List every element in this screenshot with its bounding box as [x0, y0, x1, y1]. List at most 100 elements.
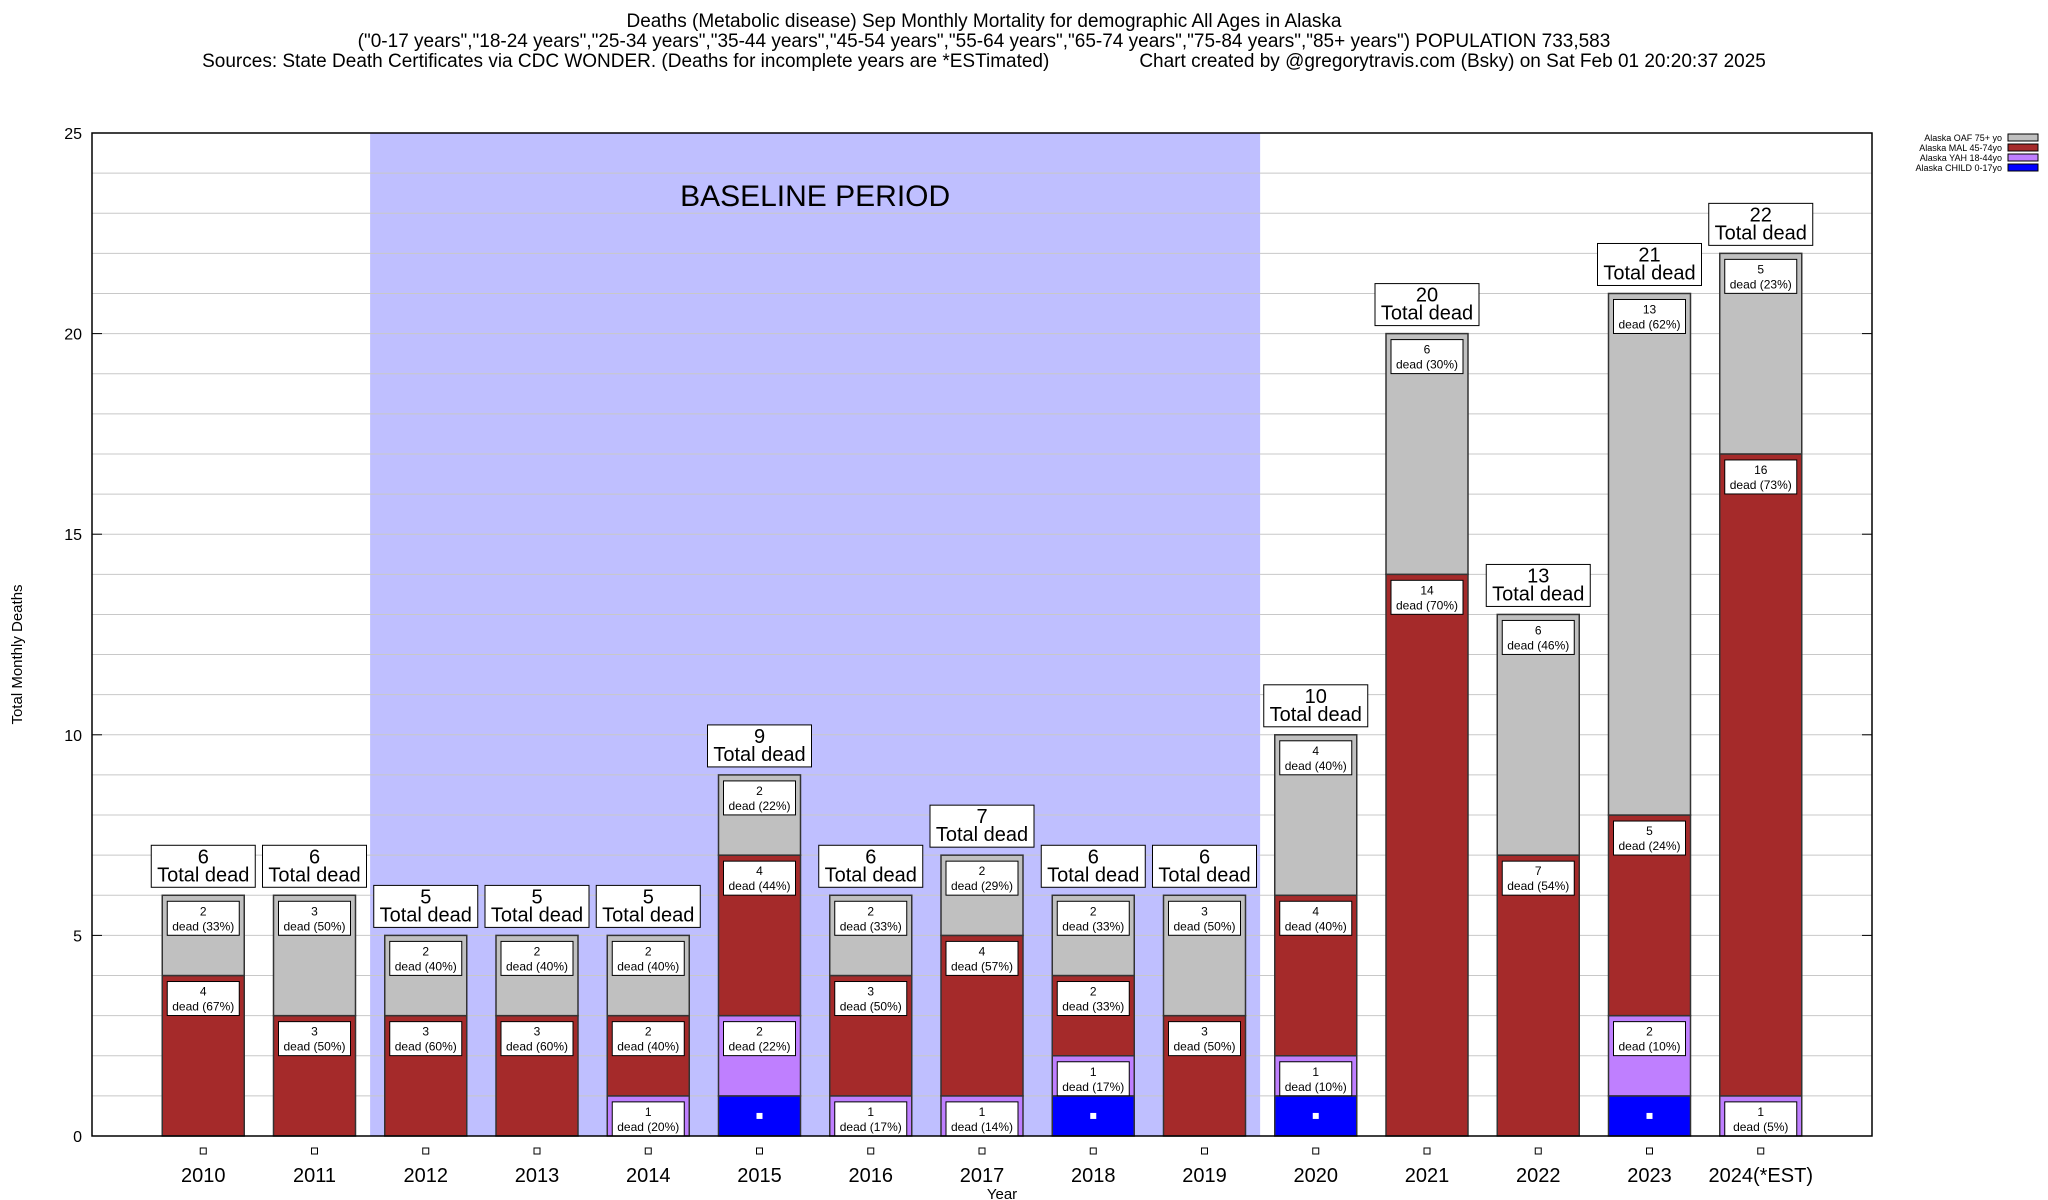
segment-label-box [1168, 1021, 1241, 1057]
legend-swatch [2007, 133, 2039, 142]
bar-segment [1719, 453, 1803, 1097]
x-tick-label: 2015 [737, 1165, 782, 1187]
segment-label-pct: dead (50%) [1173, 1040, 1235, 1054]
segment-label-count: 1 [1090, 1065, 1097, 1079]
total-label-count: 20 [1416, 285, 1438, 307]
child-marker [1090, 1112, 1097, 1119]
y-tick-label: 10 [64, 728, 82, 745]
x-tick-label: 2019 [1182, 1165, 1227, 1187]
x-tick-marker [1534, 1147, 1542, 1155]
segment-label-count: 2 [645, 944, 652, 958]
segment-label-box [1390, 339, 1464, 375]
segment-label-box [834, 900, 908, 936]
segment-label-count: 3 [422, 1025, 429, 1039]
segment-label-box [611, 1021, 685, 1057]
segment-label-count: 1 [645, 1105, 652, 1119]
total-label-text: Total dead [936, 824, 1028, 846]
total-label-box [1263, 684, 1369, 728]
segment-label-count: 14 [1420, 583, 1434, 597]
segment-label-count: 3 [1201, 904, 1208, 918]
y-tick-label: 0 [73, 1129, 82, 1146]
x-axis-label: Year [987, 1186, 1017, 1200]
child-marker [1312, 1112, 1319, 1119]
total-label-box [373, 884, 479, 928]
segment-label-count: 2 [422, 944, 429, 958]
segment-label-count: 3 [534, 1025, 541, 1039]
x-tick-marker [867, 1147, 875, 1155]
chart-credit: Chart created by @gregorytravis.com (Bsk… [1139, 51, 1766, 72]
segment-label-count: 1 [867, 1105, 874, 1119]
x-tick-marker [1646, 1147, 1653, 1155]
segment-label-box [1168, 900, 1241, 936]
segment-label-count: 5 [1646, 824, 1653, 838]
bar-segment [1607, 292, 1692, 816]
segment-label-pct: dead (40%) [617, 1040, 679, 1054]
segment-label-box [1501, 619, 1575, 655]
total-label-count: 6 [198, 846, 209, 868]
chart-sources: Sources: State Death Certificates via CD… [202, 51, 1050, 72]
total-label-box [1040, 844, 1146, 888]
x-tick-marker [422, 1147, 430, 1155]
segment-label-count: 6 [1535, 623, 1542, 637]
segment-label-count: 4 [1312, 744, 1319, 758]
total-label-count: 5 [531, 886, 542, 908]
segment-label-count: 2 [756, 1025, 763, 1039]
segment-label-pct: dead (46%) [1507, 638, 1569, 652]
segment-label-box [1279, 1061, 1353, 1097]
segment-label-box [1056, 981, 1130, 1017]
total-label-text: Total dead [268, 864, 360, 886]
x-tick-label: 2020 [1294, 1165, 1339, 1187]
total-label-box [1485, 563, 1591, 607]
x-tick-marker [1089, 1147, 1097, 1155]
segment-label-pct: dead (33%) [172, 919, 234, 933]
segment-label-box [1724, 459, 1798, 495]
y-axis-label: Total Monthly Deaths [9, 584, 26, 724]
segment-label-box [723, 1021, 796, 1057]
segment-label-count: 1 [1312, 1065, 1319, 1079]
legend-label: Alaska YAH 18-44yo [1920, 153, 2002, 163]
segment-label-box [278, 900, 351, 936]
segment-label-box [1056, 900, 1130, 936]
segment-label-count: 4 [756, 864, 763, 878]
segment-label-pct: dead (50%) [840, 1000, 902, 1014]
segment-label-box [611, 940, 685, 976]
segment-label-count: 7 [1535, 864, 1542, 878]
x-tick-marker [978, 1147, 986, 1155]
segment-label-pct: dead (73%) [1730, 478, 1792, 492]
segment-label-count: 16 [1754, 463, 1768, 477]
segment-label-count: 6 [1424, 343, 1431, 357]
segment-label-count: 2 [756, 784, 763, 798]
segment-label-box [1279, 900, 1353, 936]
segment-label-box [1613, 820, 1686, 856]
segment-label-pct: dead (20%) [617, 1120, 679, 1134]
total-label-text: Total dead [1492, 583, 1584, 605]
chart-subtitle: ("0-17 years","18-24 years","25-34 years… [357, 31, 1611, 52]
segment-label-pct: dead (50%) [283, 1040, 345, 1054]
segment-label-pct: dead (60%) [395, 1040, 457, 1054]
x-tick-label: 2023 [1627, 1165, 1672, 1187]
x-tick-label: 2021 [1405, 1165, 1450, 1187]
segment-label-pct: dead (57%) [951, 959, 1013, 973]
total-label-count: 6 [1088, 846, 1099, 868]
segment-label-count: 3 [867, 985, 874, 999]
chart-source-row: Sources: State Death Certificates via CD… [0, 52, 1968, 72]
segment-label-box [389, 940, 463, 976]
segment-label-pct: dead (50%) [1173, 919, 1235, 933]
x-tick-label: 2022 [1516, 1165, 1561, 1187]
total-label-box [1152, 844, 1257, 888]
segment-label-pct: dead (17%) [840, 1120, 902, 1134]
segment-label-count: 3 [311, 904, 318, 918]
segment-label-count: 2 [645, 1025, 652, 1039]
total-label-count: 10 [1305, 686, 1327, 708]
segment-label-pct: dead (62%) [1618, 317, 1680, 331]
x-tick-label: 2024(*EST) [1709, 1165, 1814, 1187]
x-tick-label: 2013 [515, 1165, 560, 1187]
legend-swatch [2007, 163, 2039, 172]
x-tick-marker [756, 1147, 763, 1155]
segment-label-pct: dead (33%) [840, 919, 902, 933]
segment-label-pct: dead (44%) [728, 879, 790, 893]
x-tick-marker [644, 1147, 652, 1155]
segment-label-pct: dead (29%) [951, 879, 1013, 893]
segment-label-pct: dead (10%) [1618, 1040, 1680, 1054]
legend-swatch [2007, 143, 2039, 152]
